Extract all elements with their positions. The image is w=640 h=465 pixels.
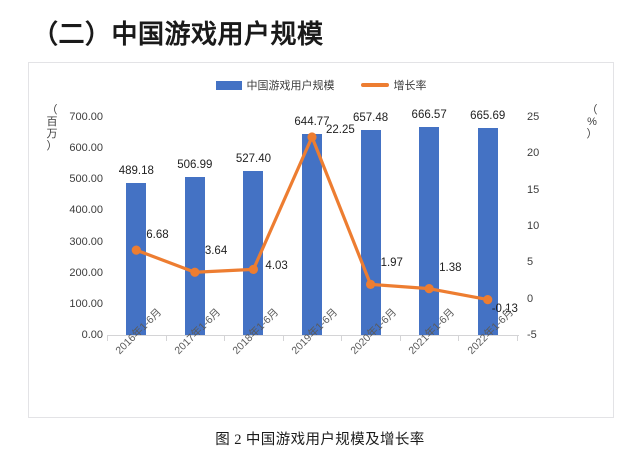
y-axis-left-tick-label: 700.00 bbox=[69, 111, 103, 123]
y-axis-right-tick-label: 5 bbox=[527, 256, 534, 269]
legend-line-label: 增长率 bbox=[393, 80, 427, 92]
line-point-2016年1-6月[interactable] bbox=[131, 245, 141, 255]
legend-item-bar[interactable]: 中国游戏用户规模 bbox=[215, 77, 335, 93]
legend-item-line[interactable]: 增长率 bbox=[360, 77, 427, 93]
line-value-label: 1.38 bbox=[439, 261, 462, 274]
line-series bbox=[131, 132, 493, 305]
y-axis-right-ticks: -5 0 5 10 15 20 25 bbox=[527, 111, 557, 341]
bar-2021年1-6月[interactable] bbox=[419, 127, 440, 335]
line-point-2017年1-6月[interactable] bbox=[190, 267, 200, 277]
bar-value-label: 657.48 bbox=[352, 112, 389, 125]
y-axis-left-tick-label: 200.00 bbox=[69, 266, 103, 279]
x-axis-tick bbox=[165, 335, 167, 341]
bar-value-label: 666.57 bbox=[411, 109, 447, 122]
y-axis-right-tick-label: 25 bbox=[527, 111, 540, 123]
figure-caption: 图 2 中国游戏用户规模及增长率 bbox=[215, 432, 425, 448]
line-point-2022年1-6月[interactable] bbox=[483, 295, 493, 305]
bar-2022年1-6月[interactable] bbox=[477, 127, 498, 335]
chart-container: 中国游戏用户规模 增长率 （百万） （%） 0.00 100.00 200.00 30… bbox=[28, 62, 614, 418]
line-point-2020年1-6月[interactable] bbox=[365, 279, 376, 289]
x-axis-tick bbox=[341, 335, 343, 341]
legend-bar-swatch-icon bbox=[215, 80, 242, 90]
legend-line-swatch-icon bbox=[360, 83, 389, 87]
y-axis-left-ticks: 0.00 100.00 200.00 300.00 400.00 500.00 600.00… bbox=[51, 111, 103, 341]
x-axis-tick bbox=[517, 335, 518, 341]
line-value-label: 1.97 bbox=[380, 257, 403, 270]
line-value-label: 3.64 bbox=[204, 245, 228, 258]
x-axis-tick bbox=[399, 335, 401, 341]
y-axis-right-tick-label: 0 bbox=[527, 292, 534, 305]
bar-2018年1-6月[interactable] bbox=[243, 170, 264, 335]
y-axis-left-tick-label: 100.00 bbox=[69, 297, 103, 310]
bar-2016年1-6月[interactable] bbox=[126, 182, 147, 335]
y-axis-right-tick-label: 15 bbox=[527, 183, 540, 196]
line-point-2021年1-6月[interactable] bbox=[424, 284, 434, 294]
x-axis-line bbox=[107, 335, 519, 336]
x-axis-tick bbox=[107, 335, 108, 341]
y-axis-right-tick-label: -5 bbox=[527, 329, 537, 341]
bar-value-label: 527.40 bbox=[235, 152, 272, 165]
line-value-label: -0.13 bbox=[491, 302, 518, 315]
chart-legend: 中国游戏用户规模 增长率 bbox=[29, 77, 613, 93]
plot-area bbox=[107, 117, 517, 335]
y-axis-left-tick-label: 400.00 bbox=[69, 204, 103, 217]
bar-value-label: 644.77 bbox=[294, 116, 330, 129]
line-point-2018年1-6月[interactable] bbox=[248, 264, 259, 274]
bar-value-label: 665.69 bbox=[470, 109, 506, 122]
line-value-label: 22.25 bbox=[326, 123, 355, 136]
y-axis-left-tick-label: 600.00 bbox=[69, 142, 103, 155]
x-axis-tick bbox=[458, 335, 460, 341]
y-axis-left-tick-label: 300.00 bbox=[69, 235, 103, 248]
bar-2017年1-6月[interactable] bbox=[184, 177, 205, 335]
y-axis-left-unit-label: （百万） bbox=[46, 104, 58, 152]
y-axis-right-tick-label: 20 bbox=[527, 147, 540, 160]
page-title: （二）中国游戏用户规模 bbox=[32, 20, 324, 49]
line-value-label: 4.03 bbox=[265, 260, 288, 273]
bar-value-label: 506.99 bbox=[177, 159, 213, 172]
x-axis-tick bbox=[282, 335, 284, 341]
x-axis-tick bbox=[224, 335, 226, 341]
y-axis-right-unit-label: （%） bbox=[586, 104, 598, 140]
legend-bar-label: 中国游戏用户规模 bbox=[246, 80, 335, 92]
y-axis-left-tick-label: 500.00 bbox=[69, 173, 103, 186]
line-point-2019年1-6月[interactable] bbox=[307, 132, 317, 142]
y-axis-left-tick-label: 0.00 bbox=[81, 329, 103, 341]
line-value-label: 6.68 bbox=[146, 229, 169, 242]
y-axis-right-tick-label: 10 bbox=[527, 220, 540, 232]
bar-value-label: 489.18 bbox=[118, 164, 154, 177]
bar-2019年1-6月[interactable] bbox=[302, 134, 322, 335]
